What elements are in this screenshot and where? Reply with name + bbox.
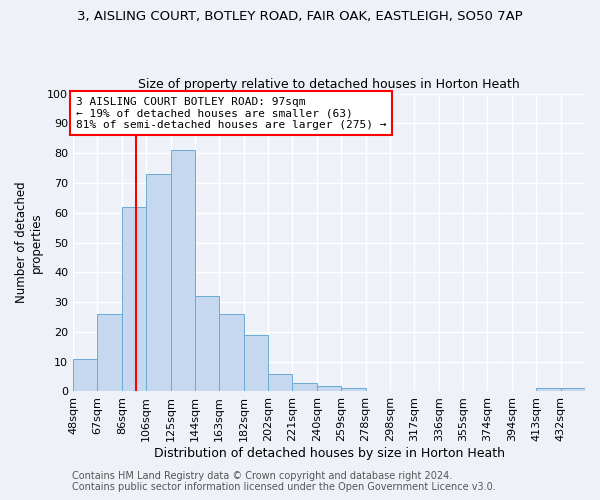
Bar: [244, 335, 268, 392]
Y-axis label: Number of detached
properties: Number of detached properties: [15, 182, 43, 304]
Bar: [195, 296, 220, 392]
Bar: [560, 388, 585, 392]
Text: Contains HM Land Registry data © Crown copyright and database right 2024.
Contai: Contains HM Land Registry data © Crown c…: [72, 471, 496, 492]
X-axis label: Distribution of detached houses by size in Horton Heath: Distribution of detached houses by size …: [154, 447, 505, 460]
Bar: [97, 314, 122, 392]
Bar: [122, 207, 146, 392]
Bar: [146, 174, 170, 392]
Title: Size of property relative to detached houses in Horton Heath: Size of property relative to detached ho…: [138, 78, 520, 91]
Bar: [292, 382, 317, 392]
Bar: [317, 386, 341, 392]
Bar: [170, 150, 195, 392]
Text: 3 AISLING COURT BOTLEY ROAD: 97sqm
← 19% of detached houses are smaller (63)
81%: 3 AISLING COURT BOTLEY ROAD: 97sqm ← 19%…: [76, 96, 386, 130]
Bar: [220, 314, 244, 392]
Bar: [268, 374, 292, 392]
Text: 3, AISLING COURT, BOTLEY ROAD, FAIR OAK, EASTLEIGH, SO50 7AP: 3, AISLING COURT, BOTLEY ROAD, FAIR OAK,…: [77, 10, 523, 23]
Bar: [536, 388, 560, 392]
Bar: [341, 388, 365, 392]
Bar: [73, 358, 97, 392]
